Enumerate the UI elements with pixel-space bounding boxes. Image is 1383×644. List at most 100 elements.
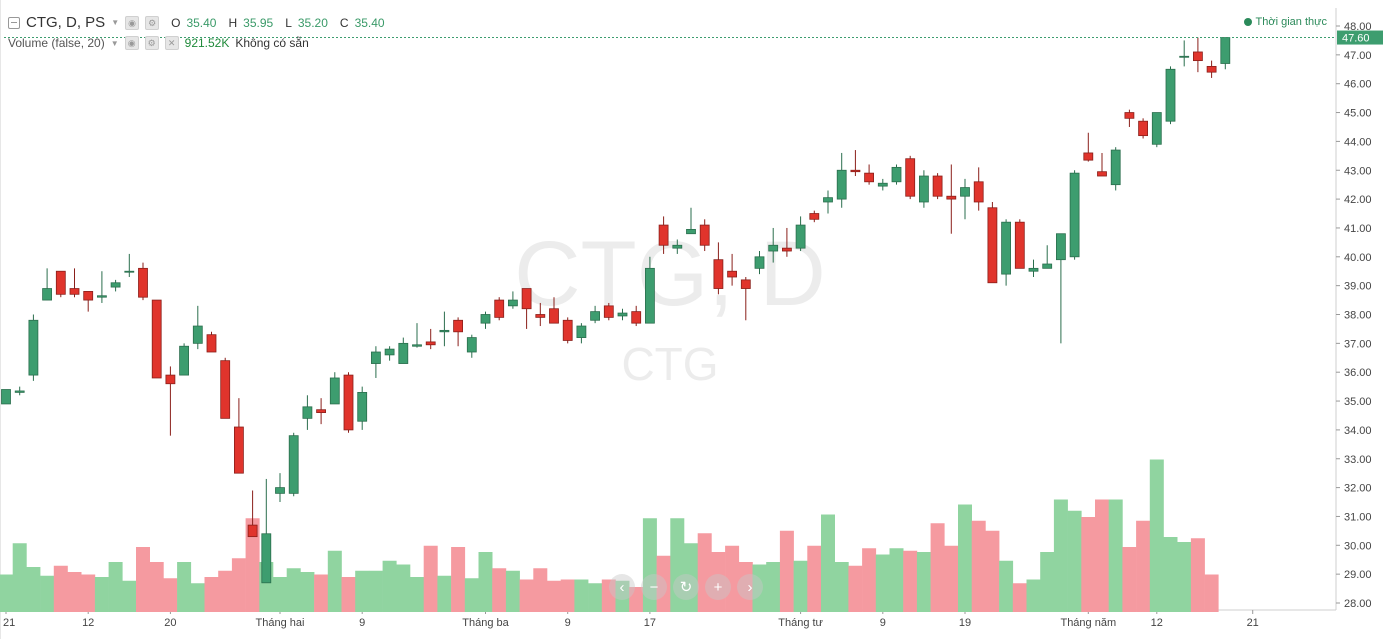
candle-body: [1124, 112, 1135, 119]
volume-bar: [53, 565, 68, 612]
navigation-bar: ‹ − ↻ + ›: [609, 574, 763, 600]
candle-body: [453, 319, 464, 333]
visibility-icon[interactable]: ◉: [125, 15, 140, 30]
y-tick-label: 39.00: [1344, 281, 1372, 293]
volume-bar: [889, 548, 904, 612]
volume-bar: [341, 577, 356, 612]
volume-bar: [574, 579, 589, 612]
candle-body: [1193, 51, 1203, 62]
volume-bar: [1190, 538, 1205, 612]
volume-bar: [560, 579, 575, 612]
candle-body: [1206, 65, 1217, 73]
volume-bar: [834, 562, 849, 612]
candle-body: [782, 247, 792, 252]
candle-body: [740, 279, 751, 289]
volume-bar: [615, 580, 630, 612]
minus-icon[interactable]: −: [641, 574, 667, 600]
candle-body: [343, 374, 354, 431]
volume-bar: [1204, 574, 1219, 612]
y-tick-label: 35.00: [1344, 396, 1372, 408]
chevron-down-icon[interactable]: ▼: [111, 18, 120, 27]
open-value: 35.40: [186, 15, 217, 30]
candle-body: [1110, 149, 1121, 186]
x-tick-label: Tháng ba: [462, 617, 509, 629]
volume-bar: [875, 554, 890, 612]
candle-body: [1069, 172, 1080, 258]
candle-body: [699, 224, 710, 246]
x-tick-label: Tháng năm: [1060, 617, 1116, 629]
volume-bar: [273, 577, 287, 612]
candle-body: [151, 299, 162, 379]
y-tick-label: 47.00: [1344, 50, 1372, 62]
volume-bar: [40, 575, 55, 612]
volume-bar: [231, 558, 246, 612]
chevron-right-icon[interactable]: ›: [737, 574, 763, 600]
candle-body: [439, 329, 450, 333]
plus-icon[interactable]: +: [705, 574, 731, 600]
volume-bar: [985, 530, 1000, 612]
candle-body: [905, 158, 916, 197]
volume-bar: [108, 562, 123, 612]
volume-bar: [1095, 499, 1109, 612]
candle-body: [55, 270, 66, 295]
volume-bar: [725, 545, 740, 612]
open-label: O: [171, 15, 181, 30]
volume-bar: [478, 552, 493, 612]
volume-bar: [1177, 542, 1192, 612]
visibility-icon[interactable]: ◉: [124, 36, 139, 50]
volume-bar: [505, 570, 520, 612]
close-label: C: [339, 15, 349, 30]
volume-bar: [916, 552, 931, 612]
volume-title[interactable]: Volume (false, 20): [8, 36, 105, 50]
chevron-left-icon[interactable]: ‹: [609, 574, 635, 600]
volume-bar: [971, 520, 986, 612]
candle-body: [645, 267, 655, 324]
volume-bar: [848, 565, 863, 612]
volume-bar: [642, 518, 657, 612]
volume-bar: [588, 583, 603, 612]
low-label: L: [285, 15, 292, 30]
candle-body: [1097, 171, 1107, 177]
close-icon[interactable]: ✕: [164, 36, 179, 50]
volume-bar: [437, 575, 452, 612]
candle-body: [823, 197, 833, 203]
settings-icon[interactable]: ⚙: [145, 15, 160, 30]
volume-bar: [1053, 499, 1068, 612]
volume-bar: [122, 580, 137, 612]
volume-bar: [862, 548, 877, 612]
volume-bar: [533, 568, 548, 612]
candle-body: [138, 267, 148, 298]
candle-body: [507, 299, 518, 307]
candle-body: [960, 187, 970, 197]
volume-bar: [547, 580, 561, 612]
collapse-icon[interactable]: [8, 16, 20, 29]
last-price-badge: [1337, 30, 1383, 45]
y-tick-label: 38.00: [1344, 310, 1372, 322]
volume-bar: [944, 545, 959, 612]
y-tick-label: 48.00: [1344, 21, 1372, 33]
volume-bar: [149, 562, 164, 612]
y-tick-label: 44.00: [1344, 136, 1372, 148]
volume-legend: Volume (false, 20) ▼ ◉ ⚙ ✕ 921.52K Không…: [8, 36, 309, 50]
candle-body: [357, 391, 368, 422]
volume-status: Không có sẵn: [235, 36, 309, 50]
symbol-title[interactable]: CTG, D, PS: [26, 14, 106, 31]
candle-body: [1179, 55, 1190, 58]
candle-body: [795, 224, 806, 249]
chevron-down-icon[interactable]: ▼: [110, 38, 119, 48]
volume-bar: [670, 518, 685, 612]
volume-bar: [1081, 517, 1096, 612]
volume-bar: [327, 550, 342, 612]
reset-icon[interactable]: ↻: [673, 574, 699, 600]
candle-body: [686, 228, 696, 235]
candle-body: [1165, 68, 1176, 122]
x-tick-label: 21: [1247, 617, 1259, 629]
candle-body: [672, 244, 683, 249]
x-tick-label: Tháng hai: [256, 617, 305, 629]
candle-body: [603, 305, 614, 318]
volume-bar: [1012, 583, 1027, 612]
volume-bar: [779, 530, 794, 612]
settings-icon[interactable]: ⚙: [144, 36, 159, 50]
